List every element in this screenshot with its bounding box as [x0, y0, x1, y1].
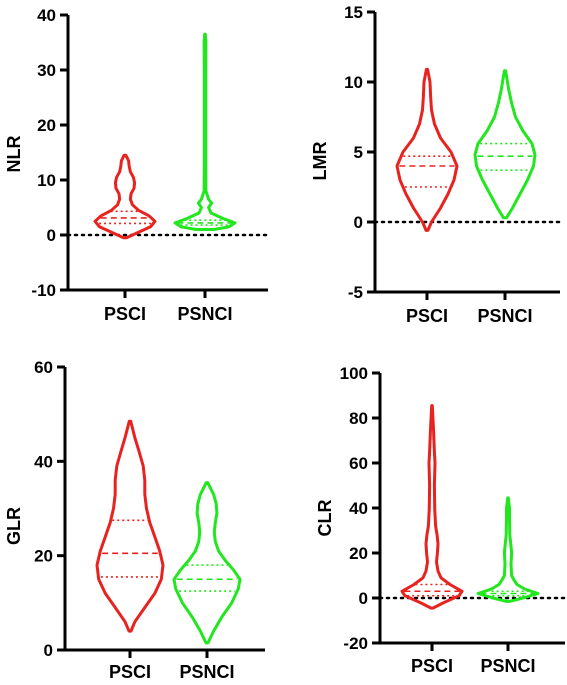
violin-psnci [172, 481, 242, 645]
panel-glr: 0 20 40 60 GLR PSCI PSNCI [4, 358, 265, 682]
y-tick-label: 60 [349, 454, 368, 473]
y-axis-label: GLR [4, 507, 24, 545]
y-tick-label: 0 [47, 226, 56, 245]
y-tick-label: -20 [343, 634, 368, 653]
y-tick-label: 40 [37, 6, 56, 25]
panel-nlr: -10 0 10 20 30 40 NLR PSCI PSNCI [4, 6, 270, 324]
violin-psci [400, 404, 464, 610]
x-tick-label-psci: PSCI [411, 656, 453, 676]
y-tick-label: 40 [349, 499, 368, 518]
y-tick-label: 20 [349, 544, 368, 563]
y-tick-label: 60 [34, 358, 53, 377]
y-tick-label: 40 [34, 452, 53, 471]
violin-psci [395, 67, 459, 232]
y-tick-label: 0 [354, 213, 363, 232]
y-tick-label: 30 [37, 61, 56, 80]
y-tick-label: 10 [344, 73, 363, 92]
y-tick-label: 100 [340, 364, 368, 383]
y-axis-label: LMR [310, 142, 330, 181]
y-tick-label: 5 [354, 143, 363, 162]
x-tick-label-psnci: PSNCI [480, 656, 535, 676]
violin-psci [93, 153, 157, 240]
y-axis-label: NLR [4, 136, 24, 173]
y-tick-label: 20 [34, 547, 53, 566]
x-tick-label-psci: PSCI [104, 304, 146, 324]
x-tick-label-psci: PSCI [109, 662, 151, 682]
violin-psci [95, 419, 165, 633]
y-tick-label: -5 [348, 283, 363, 302]
violin-psnci [473, 69, 537, 220]
panel-clr: -20 0 20 40 60 80 100 CLR PSCI PSNCI [315, 364, 567, 676]
y-tick-label: 10 [37, 171, 56, 190]
panel-lmr: -5 0 5 10 15 LMR PSCI PSNCI [310, 3, 562, 326]
violin-psnci [476, 496, 540, 603]
y-tick-label: 0 [359, 589, 368, 608]
y-tick-label: 15 [344, 3, 363, 22]
x-tick-label-psnci: PSNCI [179, 662, 234, 682]
x-tick-label-psci: PSCI [406, 306, 448, 326]
x-tick-label-psnci: PSNCI [177, 304, 232, 324]
y-tick-label: 80 [349, 409, 368, 428]
x-tick-label-psnci: PSNCI [477, 306, 532, 326]
y-tick-label: 0 [44, 641, 53, 660]
y-tick-label: 20 [37, 116, 56, 135]
y-axis-label: CLR [315, 500, 335, 537]
y-tick-label: -10 [31, 281, 56, 300]
violin-psnci [173, 32, 237, 231]
